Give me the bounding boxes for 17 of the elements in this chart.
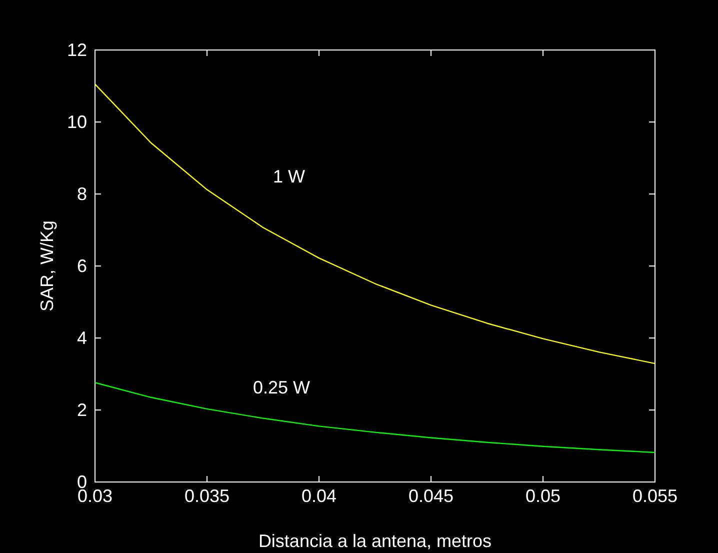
x-tick-label: 0.05 [525,486,561,506]
y-tick-label: 8 [76,184,87,204]
x-tick-label: 0.035 [184,486,230,506]
y-tick-label: 10 [66,112,87,132]
text: 1 W [273,166,306,186]
y-tick-label: 2 [76,400,87,420]
line-series [94,84,656,364]
x-tick-label: 0.045 [408,486,454,506]
y-tick-label: 12 [66,40,87,60]
x-axis-title: Distancia a la antena, metros [258,531,492,551]
line-series [94,382,656,454]
x-tick-label: 0.055 [632,486,678,506]
y-tick-label: 4 [76,328,87,348]
y-axis-title: SAR, W/Kg [37,220,57,312]
series-label: 0.25 W [253,377,310,398]
y-tick-label: 6 [76,256,87,276]
x-tick-label: 0.04 [301,486,337,506]
